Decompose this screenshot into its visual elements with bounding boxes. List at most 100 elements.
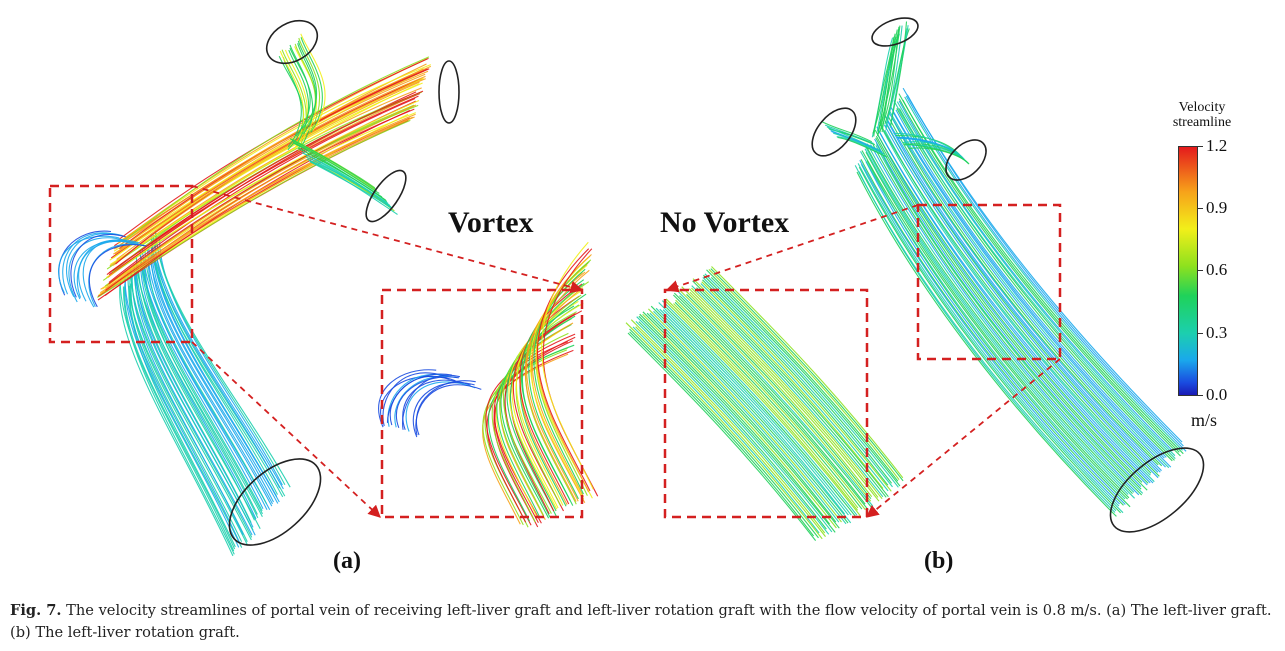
streamline bbox=[129, 283, 243, 548]
streamline bbox=[135, 264, 252, 523]
zoom-arrow-b-top bbox=[665, 204, 919, 293]
streamline bbox=[412, 382, 475, 438]
streamline bbox=[642, 311, 840, 529]
streamline bbox=[151, 239, 284, 498]
streamline bbox=[874, 138, 1142, 487]
streamline bbox=[678, 291, 874, 507]
streamline bbox=[152, 234, 284, 490]
streamline bbox=[891, 118, 1163, 467]
streamline bbox=[691, 287, 883, 500]
streamline bbox=[681, 286, 873, 498]
streamline bbox=[537, 248, 591, 492]
streamline bbox=[888, 112, 1166, 468]
streamline bbox=[528, 268, 586, 500]
streamline bbox=[711, 266, 904, 479]
streamline bbox=[666, 307, 857, 518]
outlet-ellipse-b-right bbox=[945, 139, 987, 181]
streamline bbox=[904, 96, 1183, 451]
colorbar-tick-mark bbox=[1197, 395, 1203, 396]
streamline bbox=[696, 287, 887, 498]
streamline bbox=[297, 43, 317, 135]
streamline bbox=[294, 43, 316, 135]
streamline bbox=[896, 101, 1176, 457]
streamline bbox=[675, 299, 866, 511]
streamline bbox=[884, 120, 1159, 473]
streamline bbox=[139, 262, 257, 520]
streamline bbox=[278, 55, 304, 151]
panel-a-streamlines bbox=[58, 33, 432, 557]
streamline bbox=[110, 78, 423, 259]
outlet-ellipse-a-top bbox=[265, 19, 319, 65]
caption-label: Fig. 7. bbox=[10, 602, 62, 619]
streamline bbox=[658, 302, 852, 516]
streamline bbox=[625, 322, 823, 540]
streamline bbox=[154, 230, 291, 488]
streamline bbox=[876, 126, 1154, 484]
streamline bbox=[884, 115, 1162, 472]
streamline bbox=[122, 286, 235, 555]
streamline bbox=[150, 234, 281, 489]
streamline bbox=[704, 273, 899, 488]
streamline bbox=[865, 146, 1135, 499]
streamline bbox=[309, 160, 393, 209]
colorbar-tick-mark bbox=[1197, 333, 1203, 334]
streamline bbox=[297, 147, 383, 198]
streamline bbox=[674, 301, 863, 510]
streamline bbox=[635, 321, 830, 535]
streamline bbox=[70, 233, 127, 298]
streamline bbox=[865, 151, 1130, 499]
streamline bbox=[520, 279, 585, 501]
colorbar-tick-label: 0.0 bbox=[1206, 385, 1228, 404]
streamline bbox=[837, 136, 888, 158]
streamline bbox=[389, 373, 452, 426]
streamline bbox=[128, 285, 236, 548]
streamline bbox=[58, 235, 120, 294]
streamline bbox=[298, 37, 321, 134]
streamline bbox=[124, 280, 240, 548]
streamline bbox=[405, 381, 476, 432]
streamline bbox=[886, 119, 1161, 473]
streamline bbox=[630, 319, 826, 534]
panel-a-label: (a) bbox=[333, 548, 361, 574]
streamline bbox=[710, 277, 901, 487]
streamline bbox=[859, 160, 1120, 505]
colorbar-title-line2: streamline bbox=[1172, 115, 1232, 130]
zoom-box-a bbox=[48, 184, 194, 344]
streamline bbox=[678, 289, 872, 502]
colorbar bbox=[1178, 146, 1198, 396]
streamline bbox=[306, 158, 398, 215]
streamline bbox=[653, 310, 847, 525]
streamline bbox=[134, 271, 253, 536]
outlet-ellipse-a-mid bbox=[365, 169, 407, 223]
streamline bbox=[864, 148, 1129, 495]
streamline bbox=[105, 105, 414, 289]
streamline bbox=[635, 326, 826, 537]
zoom-arrow-b-bottom bbox=[866, 358, 1061, 518]
streamline bbox=[139, 251, 263, 512]
streamline bbox=[415, 384, 482, 436]
streamline bbox=[639, 313, 831, 525]
streamline bbox=[297, 40, 318, 130]
streamline bbox=[659, 308, 846, 515]
streamline bbox=[300, 37, 323, 133]
streamline bbox=[665, 298, 859, 511]
streamline bbox=[151, 241, 278, 495]
outlet-ellipse-a-right bbox=[438, 60, 460, 124]
streamline bbox=[650, 305, 849, 524]
streamline bbox=[879, 25, 901, 127]
streamline bbox=[882, 130, 1155, 483]
streamline bbox=[147, 249, 273, 507]
streamline bbox=[68, 237, 126, 303]
streamline bbox=[673, 292, 866, 505]
streamline bbox=[870, 144, 1140, 496]
streamline bbox=[692, 278, 884, 489]
streamline bbox=[629, 328, 819, 539]
streamline bbox=[860, 158, 1124, 506]
streamline bbox=[289, 138, 377, 191]
streamline bbox=[898, 100, 1173, 452]
streamline bbox=[689, 291, 880, 502]
caption-text: The velocity streamlines of portal vein … bbox=[10, 602, 1272, 641]
streamline bbox=[710, 268, 904, 482]
streamline bbox=[649, 312, 840, 523]
inlet-ellipse-b bbox=[1109, 447, 1205, 533]
